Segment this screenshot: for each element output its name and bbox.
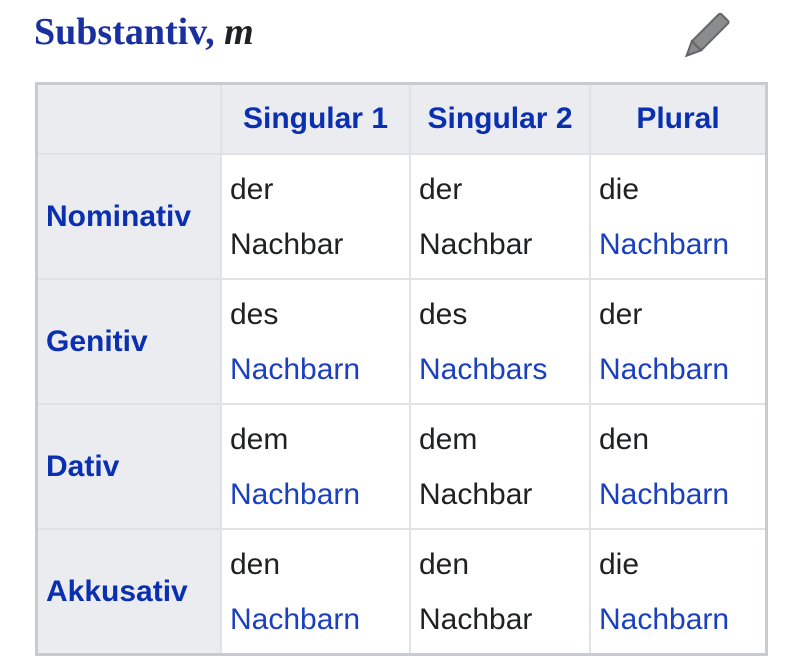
article: dem xyxy=(230,422,289,456)
case-label[interactable]: Dativ xyxy=(35,403,222,530)
title-text: Substantiv xyxy=(34,11,206,53)
noun-link[interactable]: Nachbarn xyxy=(599,602,730,636)
column-header: Plural xyxy=(589,82,768,155)
article: den xyxy=(419,547,470,581)
form-cell: dem Nachbar xyxy=(409,403,591,530)
noun-link[interactable]: Nachbars xyxy=(419,352,548,386)
noun-link[interactable]: Nachbarn xyxy=(230,602,361,636)
table-row: Akkusativ den Nachbarn den Nachbar die Nachbar… xyxy=(35,528,768,656)
form-cell: den Nachbar xyxy=(409,528,591,656)
table-row: Genitiv des Nachbarn des Nachbars der Nachbarn xyxy=(35,278,768,405)
form-cell: die Nachbarn xyxy=(589,153,768,280)
column-header: Singular 2 xyxy=(409,82,591,155)
case-label[interactable]: Akkusativ xyxy=(35,528,222,656)
noun-link[interactable]: Nachbarn xyxy=(599,352,730,386)
gender-label: m xyxy=(224,11,254,53)
noun: Nachbar xyxy=(419,477,533,511)
noun-link[interactable]: Nachbarn xyxy=(599,227,730,261)
noun: Nachbar xyxy=(419,227,533,261)
article: der xyxy=(419,172,463,206)
noun-link[interactable]: Nachbarn xyxy=(230,352,361,386)
article: die xyxy=(599,547,640,581)
case-label[interactable]: Genitiv xyxy=(35,278,222,405)
article: den xyxy=(599,422,650,456)
form-cell: der Nachbar xyxy=(220,153,411,280)
pencil-icon[interactable] xyxy=(680,12,732,62)
noun: Nachbar xyxy=(230,227,344,261)
article: des xyxy=(419,297,468,331)
header-row: Singular 1 Singular 2 Plural xyxy=(35,82,768,155)
section-title: Substantiv, m xyxy=(34,11,254,53)
noun-link[interactable]: Nachbarn xyxy=(599,477,730,511)
column-header xyxy=(35,82,222,155)
noun: Nachbar xyxy=(419,602,533,636)
article: die xyxy=(599,172,640,206)
form-cell: der Nachbarn xyxy=(589,278,768,405)
table-row: Nominativ der Nachbar der Nachbar die Nachbarn xyxy=(35,153,768,280)
form-cell: den Nachbarn xyxy=(589,403,768,530)
article: des xyxy=(230,297,279,331)
declension-table: Singular 1 Singular 2 Plural Nominativ der N… xyxy=(35,82,768,656)
article: der xyxy=(599,297,643,331)
column-header: Singular 1 xyxy=(220,82,411,155)
article: dem xyxy=(419,422,478,456)
article: der xyxy=(230,172,274,206)
form-cell: die Nachbarn xyxy=(589,528,768,656)
article: den xyxy=(230,547,281,581)
table-row: Dativ dem Nachbarn dem Nachbar den Nachbarn xyxy=(35,403,768,530)
noun-link[interactable]: Nachbarn xyxy=(230,477,361,511)
form-cell: der Nachbar xyxy=(409,153,591,280)
case-label[interactable]: Nominativ xyxy=(35,153,222,280)
form-cell: des Nachbars xyxy=(409,278,591,405)
form-cell: dem Nachbarn xyxy=(220,403,411,530)
form-cell: des Nachbarn xyxy=(220,278,411,405)
form-cell: den Nachbarn xyxy=(220,528,411,656)
